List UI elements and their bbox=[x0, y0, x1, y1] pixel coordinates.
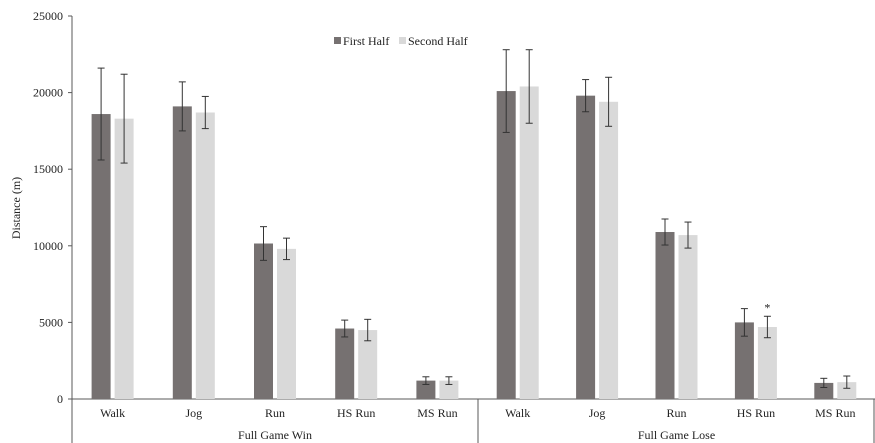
bar-full-game-lose-ms-run-second-half bbox=[837, 382, 857, 399]
category-label-jog: Jog bbox=[185, 406, 202, 420]
category-label-hs-run: HS Run bbox=[737, 406, 775, 420]
y-axis-title: Distance (m) bbox=[9, 177, 23, 239]
bar-full-game-lose-hs-run-second-half bbox=[757, 326, 777, 399]
significance-marker: * bbox=[764, 300, 770, 314]
bar-full-game-win-jog-first-half bbox=[172, 106, 192, 399]
bar-full-game-lose-jog-second-half bbox=[599, 101, 619, 400]
legend-label-second-half: Second Half bbox=[408, 34, 468, 48]
bar-full-game-lose-run-second-half bbox=[678, 235, 698, 399]
bar-full-game-lose-run-first-half bbox=[655, 232, 675, 399]
bar-full-game-lose-walk-second-half bbox=[519, 86, 539, 400]
bar-full-game-win-walk-second-half bbox=[114, 118, 134, 400]
bar-full-game-lose-walk-first-half bbox=[496, 91, 516, 400]
bar-full-game-win-walk-first-half bbox=[91, 114, 111, 399]
category-label-jog: Jog bbox=[589, 406, 606, 420]
group-label-full-game-win: Full Game Win bbox=[238, 428, 312, 442]
legend-swatch-second-half bbox=[399, 37, 406, 44]
legend: First Half Second Half bbox=[334, 34, 468, 48]
bar-full-game-win-ms-run-second-half bbox=[439, 380, 459, 399]
category-label-hs-run: HS Run bbox=[337, 406, 375, 420]
y-tick-label: 25000 bbox=[33, 9, 63, 23]
legend-swatch-first-half bbox=[334, 37, 341, 44]
bar-full-game-win-run-first-half bbox=[254, 243, 273, 399]
group-label-full-game-lose: Full Game Lose bbox=[638, 428, 715, 442]
category-label-walk: Walk bbox=[505, 406, 530, 420]
bar-full-game-win-ms-run-first-half bbox=[416, 380, 436, 399]
legend-label-first-half: First Half bbox=[343, 34, 389, 48]
category-label-run: Run bbox=[666, 406, 686, 420]
bar-full-game-win-jog-second-half bbox=[195, 112, 215, 400]
bar-full-game-win-hs-run-second-half bbox=[358, 330, 378, 399]
category-label-run: Run bbox=[265, 406, 285, 420]
y-tick-label: 10000 bbox=[33, 239, 63, 253]
bar-full-game-win-hs-run-first-half bbox=[335, 328, 355, 399]
bar-full-game-lose-jog-first-half bbox=[576, 95, 596, 399]
category-label-ms-run: MS Run bbox=[417, 406, 457, 420]
bar-full-game-lose-hs-run-first-half bbox=[734, 322, 754, 399]
category-label-ms-run: MS Run bbox=[815, 406, 855, 420]
y-tick-label: 0 bbox=[57, 392, 63, 406]
y-tick-label: 20000 bbox=[33, 86, 63, 100]
y-tick-label: 15000 bbox=[33, 162, 63, 176]
category-label-walk: Walk bbox=[100, 406, 125, 420]
bar-full-game-win-run-second-half bbox=[277, 248, 296, 399]
y-tick-label: 5000 bbox=[39, 315, 63, 329]
bar-full-game-lose-ms-run-first-half bbox=[814, 382, 834, 399]
